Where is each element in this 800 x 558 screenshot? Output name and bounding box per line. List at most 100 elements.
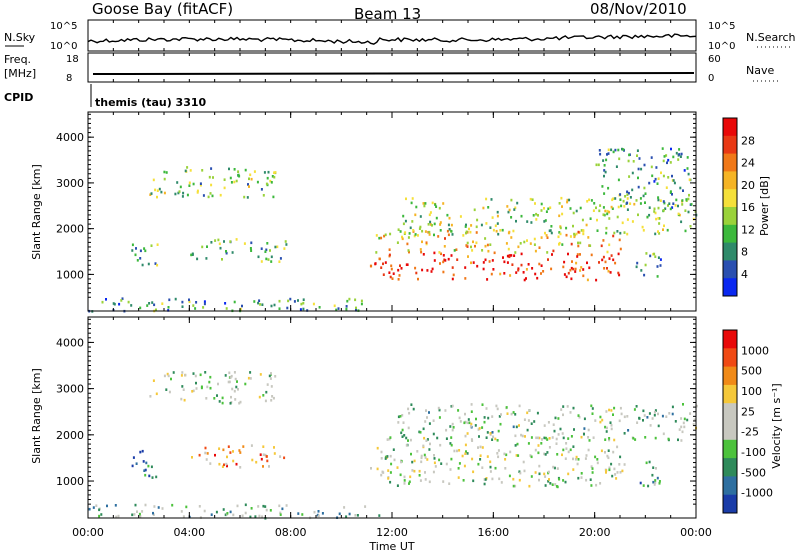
power-cell xyxy=(431,201,434,205)
power-cell xyxy=(464,225,467,228)
velocity-cell xyxy=(668,412,671,415)
velocity-cell xyxy=(409,438,412,442)
power-cell xyxy=(238,174,241,178)
velocity-cell xyxy=(551,483,554,486)
power-cell xyxy=(619,198,622,201)
noise-right-tick-bottom: 10^0 xyxy=(708,41,735,52)
velocity-cell xyxy=(401,428,404,432)
velocity-cell xyxy=(504,467,507,470)
velocity-cell xyxy=(224,513,227,517)
power-colorbar-tick: 20 xyxy=(741,179,755,192)
velocity-cell xyxy=(680,439,683,442)
power-cell xyxy=(184,169,187,173)
velocity-cell xyxy=(642,419,644,422)
power-cell xyxy=(597,163,600,167)
power-cell xyxy=(430,270,433,273)
power-cell xyxy=(182,191,185,195)
velocity-cell xyxy=(587,436,590,439)
power-cell xyxy=(530,221,533,224)
velocity-cell xyxy=(608,438,611,442)
velocity-cell xyxy=(485,407,488,410)
velocity-cell xyxy=(489,465,492,469)
power-cell xyxy=(419,215,422,218)
velocity-cell xyxy=(634,438,637,441)
velocity-cell xyxy=(343,506,346,509)
velocity-cell xyxy=(497,449,500,452)
velocity-cell xyxy=(95,504,98,507)
power-cell xyxy=(681,199,684,202)
power-cell xyxy=(579,253,581,256)
velocity-cell xyxy=(549,482,552,485)
velocity-cell xyxy=(585,478,588,482)
velocity-cell xyxy=(578,415,581,419)
power-cell xyxy=(447,233,450,237)
velocity-cell xyxy=(559,427,562,431)
power-cell xyxy=(678,148,681,151)
velocity-cell xyxy=(547,480,550,483)
velocity-cell xyxy=(370,467,372,470)
velocity-cell xyxy=(420,454,423,458)
velocity-cell xyxy=(512,477,515,481)
velocity-cell xyxy=(393,458,396,462)
power-cell xyxy=(563,260,566,264)
power-cell xyxy=(646,215,649,219)
velocity-cell xyxy=(683,417,686,421)
velocity-cell xyxy=(459,420,462,423)
velocity-cell xyxy=(526,428,529,432)
power-cell xyxy=(668,202,671,205)
power-cell xyxy=(176,181,179,184)
power-cell xyxy=(475,225,478,229)
velocity-cell xyxy=(449,468,452,471)
power-cell xyxy=(489,226,492,229)
power-cell xyxy=(684,209,687,212)
beam-title: Beam 13 xyxy=(354,5,421,23)
velocity-cell xyxy=(445,462,448,466)
power-cell xyxy=(202,194,205,197)
power-cell xyxy=(607,148,610,152)
power-cell xyxy=(534,272,537,276)
power-cell xyxy=(688,178,691,181)
velocity-cell xyxy=(249,515,252,519)
power-cell xyxy=(487,206,490,209)
velocity-cell xyxy=(403,475,406,479)
velocity-colorbar-tick: 25 xyxy=(741,405,755,418)
power-cell xyxy=(663,155,666,158)
velocity-cell xyxy=(537,436,539,440)
power-cell xyxy=(410,201,413,205)
power-cell xyxy=(181,195,184,198)
velocity-cell xyxy=(572,457,574,461)
velocity-cell xyxy=(195,381,197,385)
power-cell xyxy=(426,269,429,272)
power-colorbar: 28 24 20 16 12 8 4 xyxy=(722,117,755,297)
power-cell xyxy=(151,301,154,304)
power-cell xyxy=(605,226,608,230)
velocity-cell xyxy=(364,505,367,508)
velocity-cell xyxy=(518,470,521,473)
velocity-cell xyxy=(530,422,533,425)
velocity-cell xyxy=(521,434,524,438)
velocity-cell xyxy=(251,458,254,462)
velocity-cell xyxy=(209,375,212,379)
power-cell xyxy=(139,306,142,310)
power-cell xyxy=(617,205,620,209)
velocity-cell xyxy=(591,467,594,470)
velocity-cell xyxy=(654,479,657,482)
power-cell xyxy=(510,254,513,257)
power-cell xyxy=(188,181,191,185)
power-cell xyxy=(265,182,268,186)
power-cell xyxy=(499,272,502,276)
velocity-cell xyxy=(536,411,539,415)
power-cell xyxy=(380,236,383,240)
velocity-cell xyxy=(614,473,617,476)
power-cell xyxy=(542,270,545,273)
nave-label: Nave xyxy=(746,64,774,77)
power-colorbar-tick: 8 xyxy=(741,246,748,259)
power-cell xyxy=(302,301,305,305)
power-cell xyxy=(177,191,180,195)
velocity-colorbar-label: Velocity [m s⁻¹] xyxy=(770,383,783,468)
velocity-cell xyxy=(236,380,238,383)
velocity-cell xyxy=(222,508,225,511)
velocity-cell xyxy=(489,470,492,473)
power-cell xyxy=(235,179,238,183)
power-cell xyxy=(615,165,618,168)
